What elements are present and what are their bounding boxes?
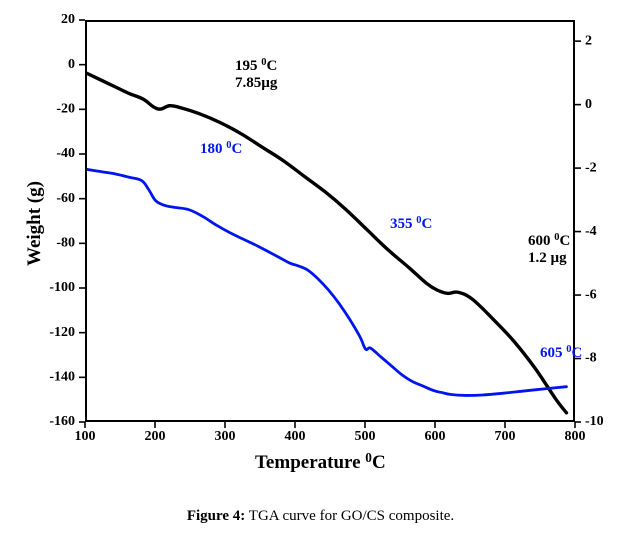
tick-label: -80	[56, 236, 75, 251]
annotation-a355: 355 0C	[390, 216, 432, 233]
annotation-a180: 180 0C	[200, 141, 242, 158]
x-axis-label-sup: 0	[365, 450, 372, 465]
tick-label: -100	[49, 280, 75, 295]
tick-label: -8	[585, 351, 597, 366]
tick-label: 0	[585, 97, 592, 112]
tick-label: -40	[56, 146, 75, 161]
tick-label: 2	[585, 33, 592, 48]
tick-label: -60	[56, 191, 75, 206]
tick-label: -160	[49, 414, 75, 429]
tick-label: 500	[355, 429, 376, 444]
caption-text: TGA curve for GO/CS composite.	[245, 508, 454, 524]
caption-prefix: Figure 4:	[187, 508, 245, 524]
tick-label: 400	[285, 429, 306, 444]
tick-label: -20	[56, 102, 75, 117]
y-axis-label: Weight (g)	[24, 181, 46, 266]
annotation-a195: 195 0C7.85µg	[235, 58, 277, 93]
x-axis-label: Temperature 0C	[255, 452, 386, 474]
tick-label: -4	[585, 224, 597, 239]
tick-label: 300	[215, 429, 236, 444]
tick-label: -120	[49, 325, 75, 340]
tick-label: -10	[585, 414, 604, 429]
tick-label: -6	[585, 287, 597, 302]
x-axis-label-suffix: C	[372, 452, 386, 473]
annotation-a600: 600 0C1.2 µg	[528, 233, 570, 268]
figure-container: 100200300400500600700800-160-140-120-100…	[0, 0, 641, 541]
tick-label: 100	[75, 429, 96, 444]
tick-label: -2	[585, 160, 597, 175]
tick-label: 0	[68, 57, 75, 72]
x-axis-label-text: Temperature	[255, 452, 365, 473]
tick-label: 200	[145, 429, 166, 444]
annotation-a605: 605 0C	[540, 345, 582, 362]
tick-label: 800	[565, 429, 586, 444]
tick-label: 600	[425, 429, 446, 444]
tick-label: 20	[61, 12, 75, 27]
tick-label: 700	[495, 429, 516, 444]
tick-label: -140	[49, 370, 75, 385]
figure-caption: Figure 4: TGA curve for GO/CS composite.	[0, 508, 641, 525]
